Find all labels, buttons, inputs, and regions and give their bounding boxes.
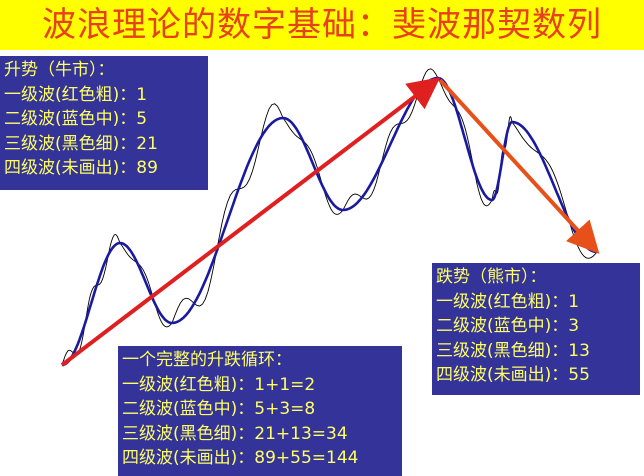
bear-market-box: 跌势（熊市）： 一级波(红色粗)：1 二级波(蓝色中)：3 三级波(黑色细)：1… [432, 263, 640, 395]
cycle-line: 一级波(红色粗)：1+1=2 [122, 374, 316, 395]
bull-line: 二级波(蓝色中)：5 [4, 109, 148, 129]
bear-line: 三级波(黑色细)：13 [436, 340, 590, 361]
bear-line: 二级波(蓝色中)：3 [436, 316, 580, 336]
bear-heading: 跌势（熊市）： [436, 267, 547, 287]
bear-line: 一级波(红色粗)：1 [436, 291, 580, 312]
bull-heading: 升势（牛市）： [4, 60, 115, 80]
cycle-line: 三级波(黑色细)：21+13=34 [122, 423, 348, 444]
bull-line: 一级波(红色粗)：1 [4, 84, 148, 105]
second-degree-wave-blue [61, 76, 598, 367]
bull-line: 三级波(黑色细)：21 [4, 133, 158, 154]
bull-market-box: 升势（牛市）： 一级波(红色粗)：1 二级波(蓝色中)：5 三级波(黑色细)：2… [0, 56, 208, 190]
cycle-line: 二级波(蓝色中)：5+3=8 [122, 399, 316, 419]
page-title: 波浪理论的数字基础：斐波那契数列 [0, 0, 644, 50]
cycle-heading: 一个完整的升跌循环： [122, 350, 292, 370]
bull-line: 四级波(未画出)：89 [4, 158, 158, 178]
first-degree-up-arrow [60, 77, 441, 367]
full-cycle-box: 一个完整的升跌循环： 一级波(红色粗)：1+1=2 二级波(蓝色中)：5+3=8… [118, 346, 402, 476]
first-degree-down-arrow [438, 78, 600, 254]
bear-line: 四级波(未画出)：55 [436, 365, 590, 385]
cycle-line: 四级波(未画出)：89+55=144 [122, 448, 359, 468]
